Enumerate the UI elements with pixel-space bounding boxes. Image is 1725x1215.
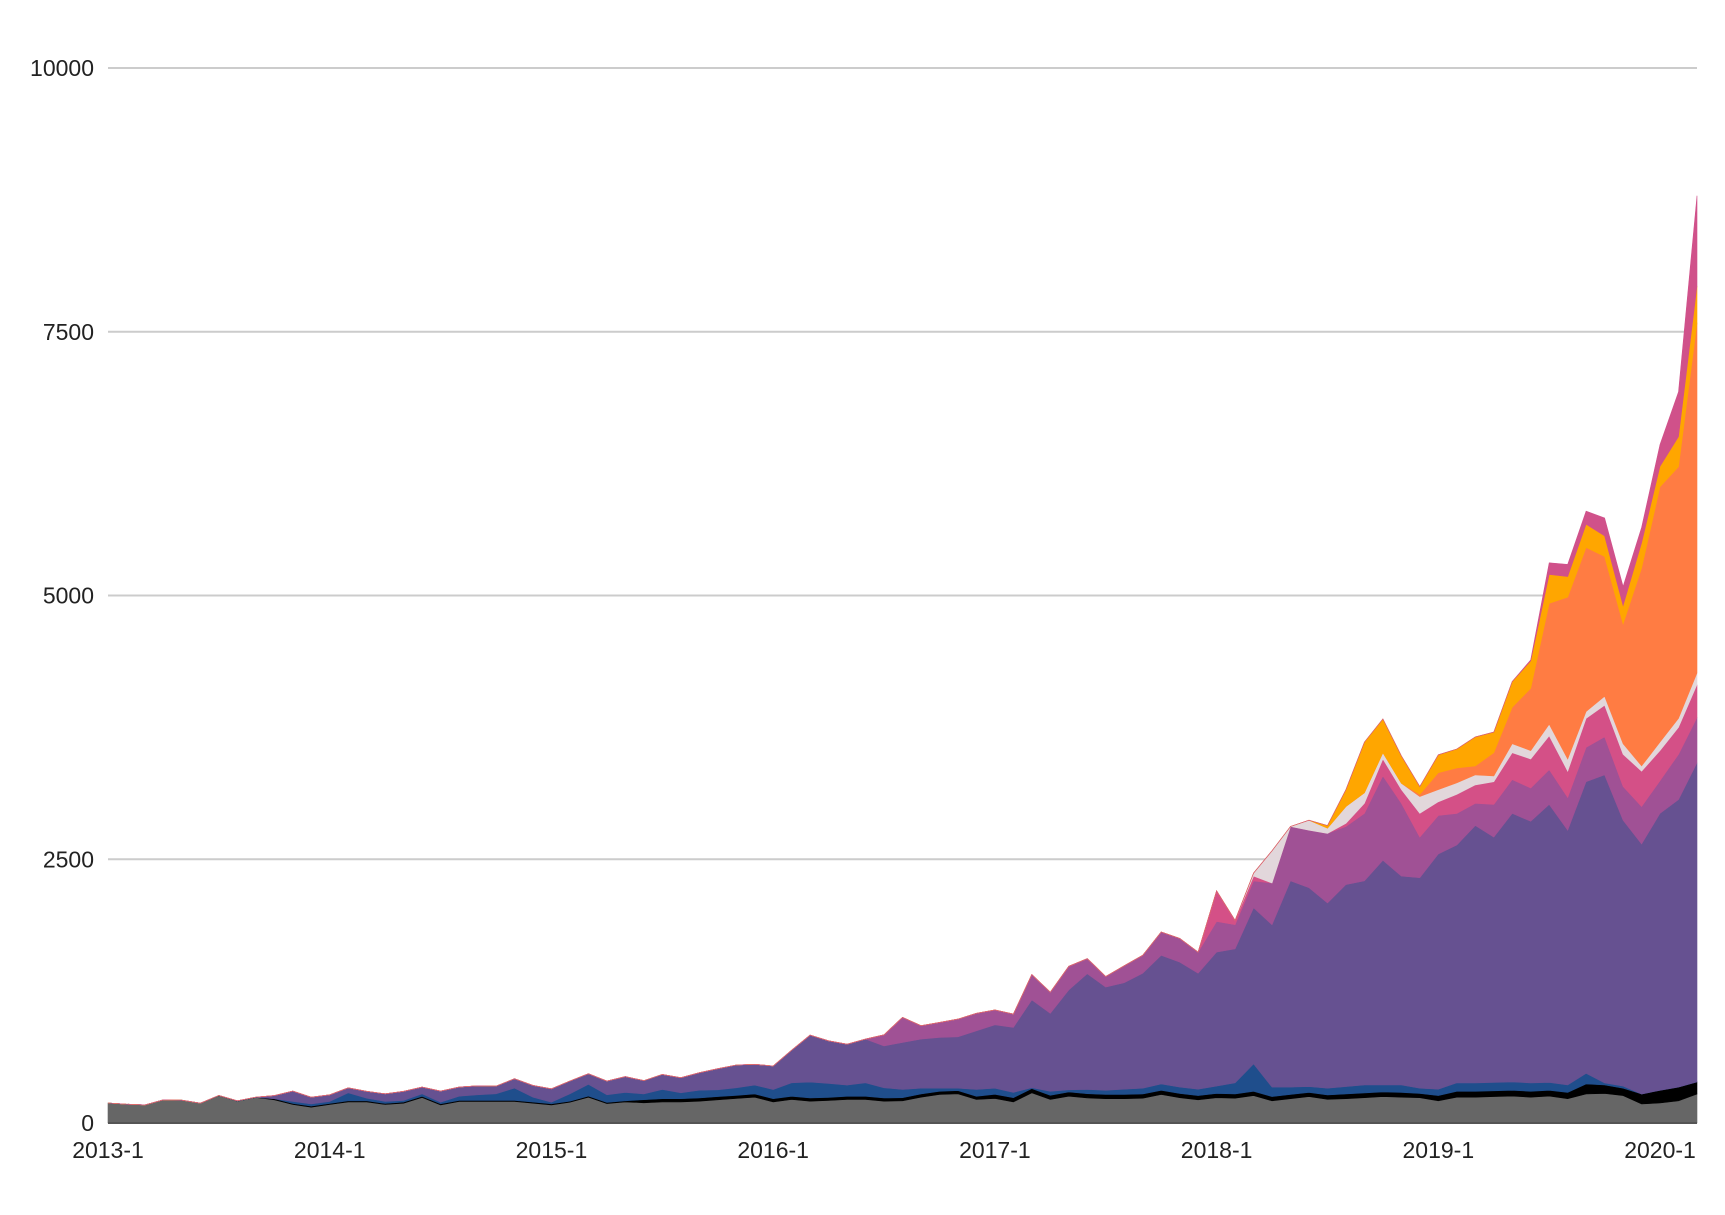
x-tick-label: 2019-1 [1403, 1137, 1475, 1163]
x-tick-label: 2016-1 [737, 1137, 809, 1163]
y-tick-label: 10000 [30, 55, 94, 81]
area-series [107, 195, 1698, 1124]
area-series-10 [107, 195, 1698, 1106]
gridlines [108, 67, 1697, 861]
y-tick-label: 5000 [43, 583, 94, 609]
x-tick-label: 2014-1 [294, 1137, 366, 1163]
x-tick-label: 2017-1 [959, 1137, 1031, 1163]
y-tick-label: 7500 [43, 319, 94, 345]
x-tick-label: 2013-1 [72, 1137, 144, 1163]
x-axis-tick-labels: 2013-1 2014-1 2015-1 2016-1 2017-1 2018-… [72, 1137, 1696, 1163]
x-tick-label: 2020-1 [1624, 1137, 1696, 1163]
y-tick-label: 0 [81, 1110, 94, 1136]
x-tick-label: 2018-1 [1181, 1137, 1253, 1163]
y-axis-tick-labels: 0 2500 5000 7500 10000 [30, 55, 94, 1136]
y-tick-label: 2500 [43, 846, 94, 872]
x-tick-label: 2015-1 [516, 1137, 588, 1163]
